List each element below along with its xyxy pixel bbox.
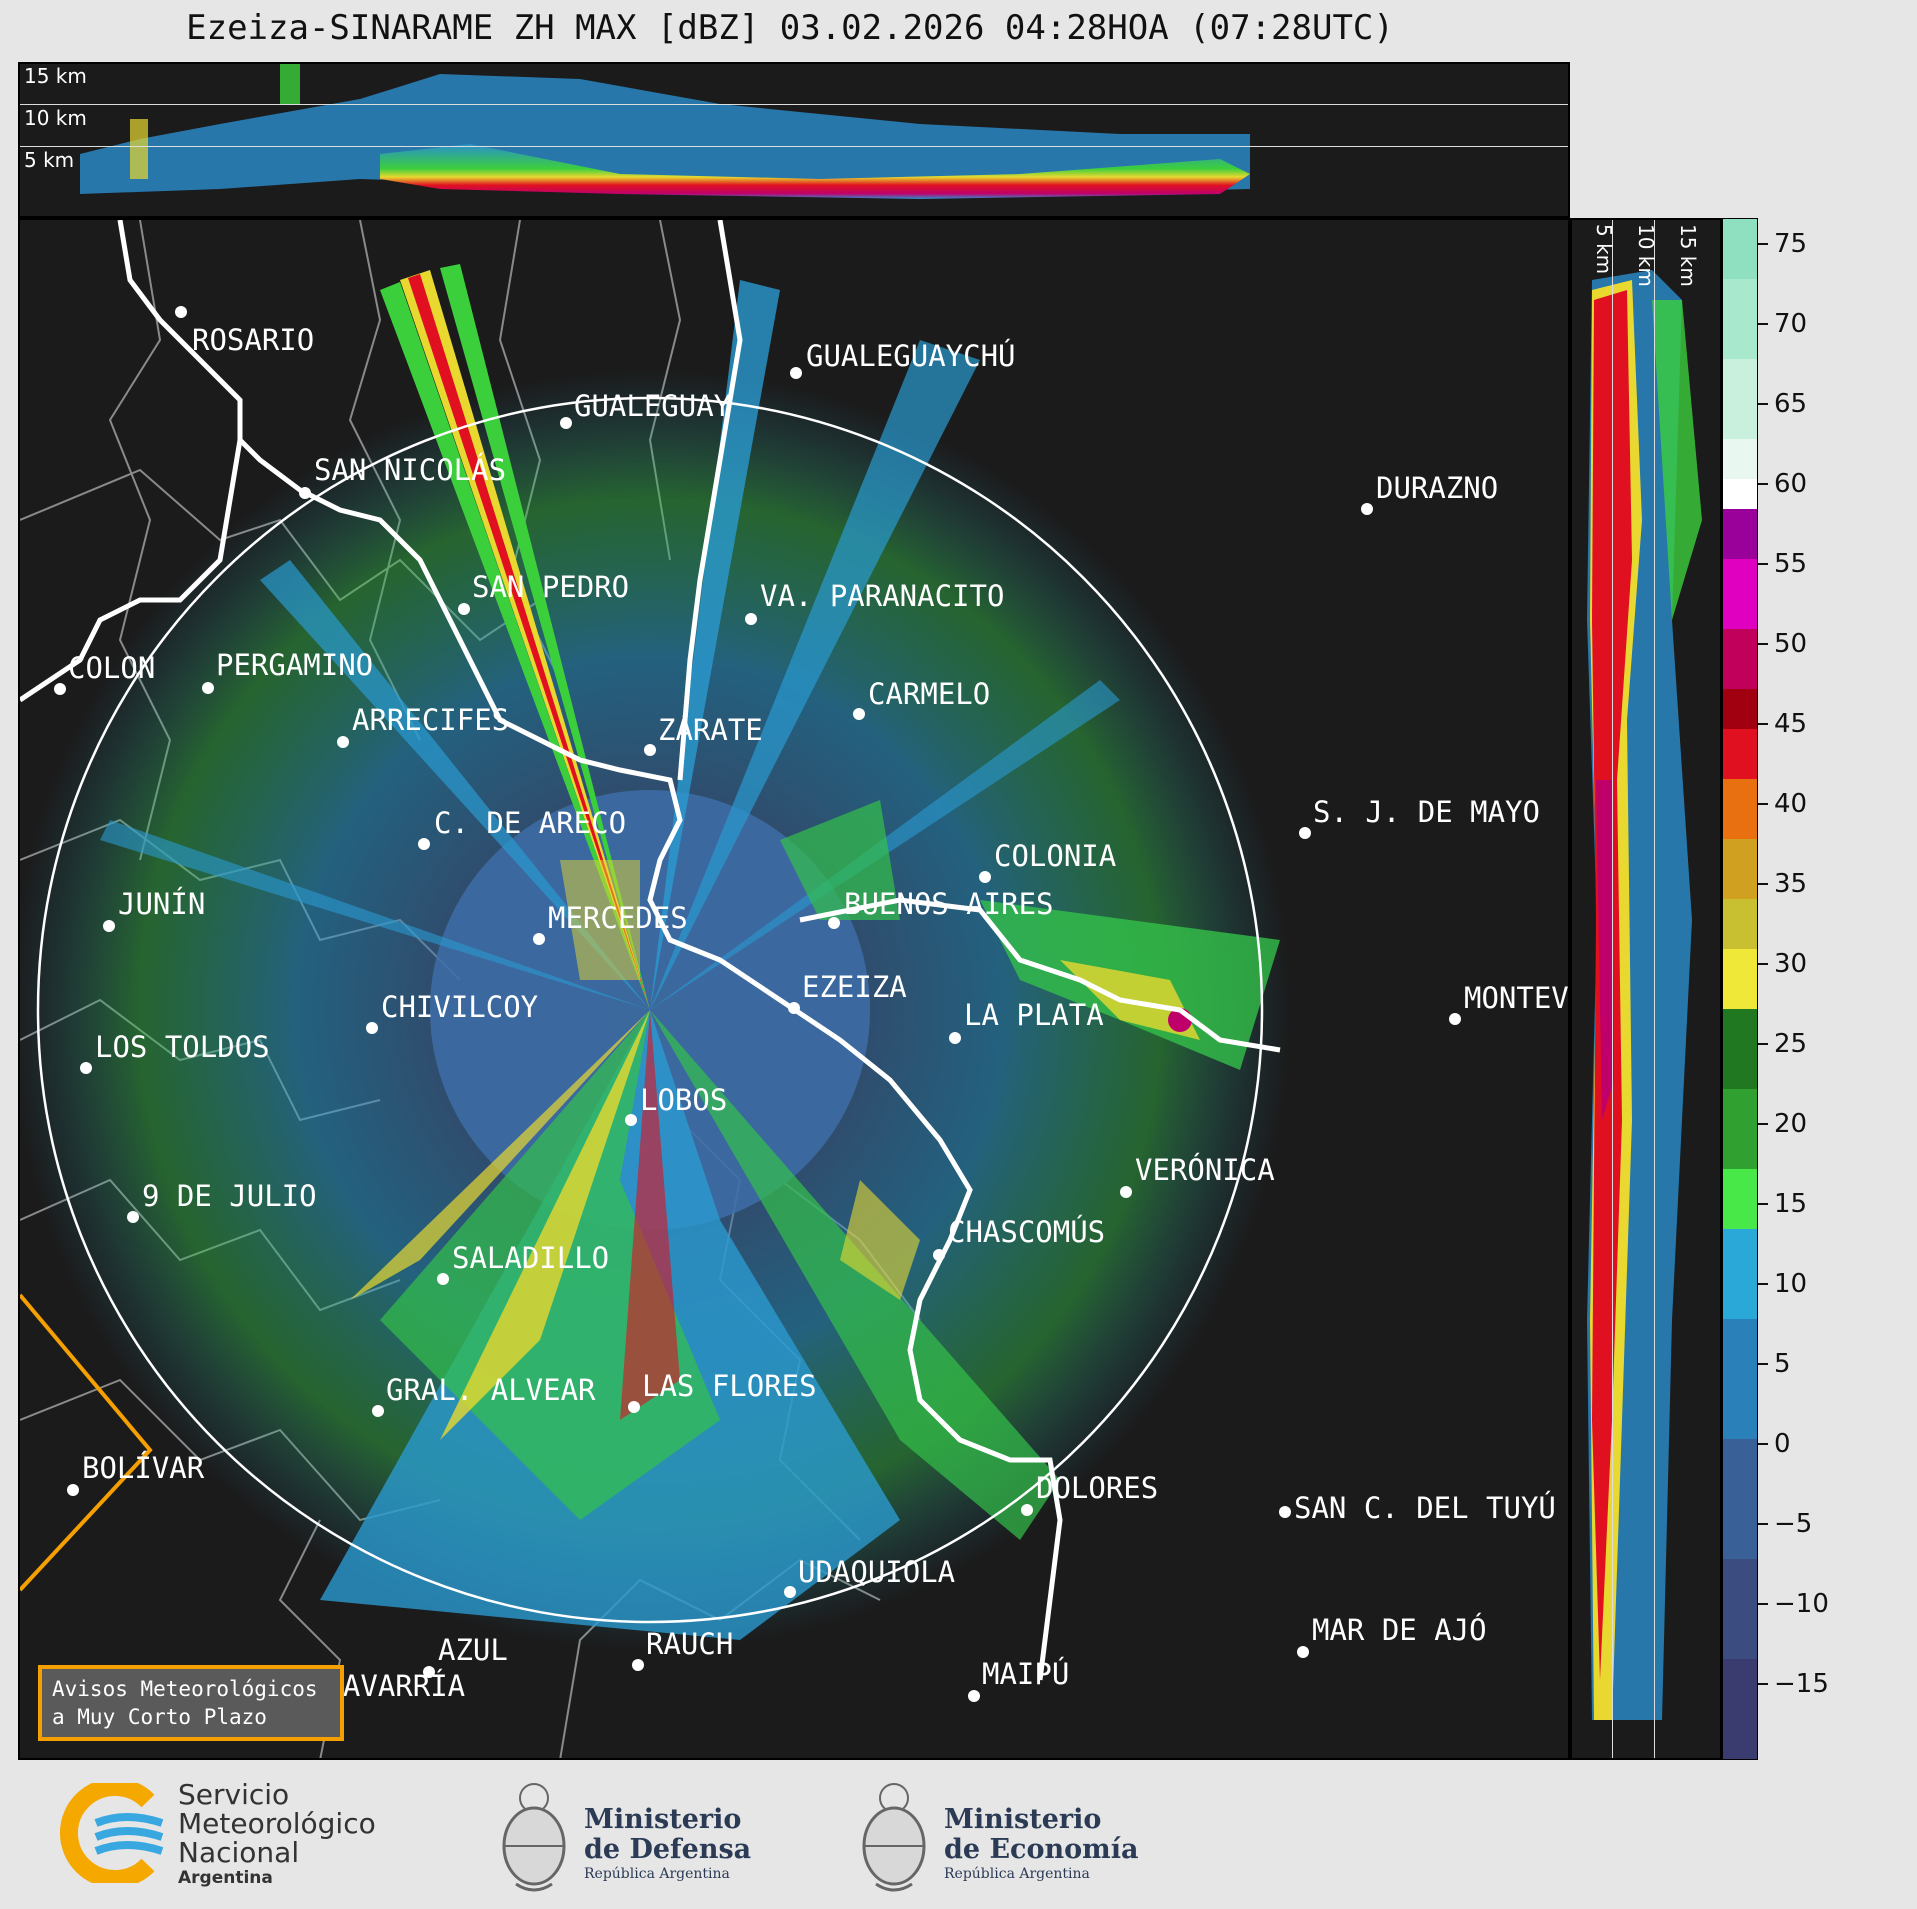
svg-text:GUALEGUAY: GUALEGUAY	[574, 389, 731, 423]
defensa-line-3: República Argentina	[584, 1866, 730, 1882]
svg-text:LOBOS: LOBOS	[640, 1083, 727, 1117]
svg-text:SAN NICOLÁS: SAN NICOLÁS	[314, 453, 506, 487]
svg-text:VA. PARANACITO: VA. PARANACITO	[760, 579, 1004, 613]
colorbar-tick-35: 35	[1774, 869, 1808, 899]
colorbar-tick-50: 50	[1774, 629, 1808, 659]
svg-text:JUNÍN: JUNÍN	[118, 887, 205, 921]
radar-echoes	[20, 264, 1290, 1650]
svg-text:ARRECIFES: ARRECIFES	[352, 703, 509, 737]
svg-text:GRAL. ALVEAR: GRAL. ALVEAR	[386, 1373, 596, 1407]
top-profile-echoes	[80, 64, 1250, 199]
economia-line-2: de Economía	[944, 1834, 1139, 1865]
svg-text:LOS TOLDOS: LOS TOLDOS	[95, 1030, 270, 1064]
svg-text:COLONIA: COLONIA	[994, 839, 1116, 873]
colorbar-tick-75: 75	[1774, 229, 1808, 259]
svg-text:BUENOS AIRES: BUENOS AIRES	[844, 887, 1054, 921]
svg-text:MERCEDES: MERCEDES	[548, 901, 688, 935]
svg-text:VERÓNICA: VERÓNICA	[1135, 1153, 1275, 1187]
svg-text:CARMELO: CARMELO	[868, 677, 990, 711]
smn-line-3: Nacional	[178, 1836, 300, 1869]
range-ring	[36, 396, 1264, 1624]
side-alt-label-15: 15 km	[1676, 224, 1700, 287]
colorbar-tick-minus10: −10	[1774, 1589, 1829, 1619]
defensa-line-2: de Defensa	[584, 1834, 752, 1865]
side-alt-label-5: 5 km	[1592, 224, 1616, 275]
svg-text:DURAZNO: DURAZNO	[1376, 471, 1498, 505]
colorbar-tick-10: 10	[1774, 1269, 1808, 1299]
coat-of-arms-icon	[502, 1783, 566, 1892]
radar-map-svg: ROSARIO GUALEGUAYCHÚ GUALEGUAY SAN NICOL…	[20, 220, 1568, 1758]
svg-text:COLON: COLON	[68, 651, 155, 685]
colorbar-tick-0: 0	[1774, 1429, 1791, 1459]
svg-text:SAN PEDRO: SAN PEDRO	[472, 570, 629, 604]
rivers-coastline	[20, 220, 1281, 1681]
svg-text:GUALEGUAYCHÚ: GUALEGUAYCHÚ	[806, 339, 1016, 373]
svg-text:ROSARIO: ROSARIO	[192, 323, 314, 357]
svg-text:EZEIZA: EZEIZA	[802, 970, 907, 1004]
svg-text:MAIPÚ: MAIPÚ	[982, 1657, 1069, 1691]
svg-text:S. J. DE MAYO: S. J. DE MAYO	[1313, 795, 1540, 829]
top-alt-label-10: 10 km	[24, 106, 87, 130]
radar-map[interactable]: ROSARIO GUALEGUAYCHÚ GUALEGUAY SAN NICOL…	[18, 218, 1570, 1760]
colorbar-tick-minus5: −5	[1774, 1509, 1813, 1539]
side-alt-label-10: 10 km	[1634, 224, 1658, 287]
svg-text:SALADILLO: SALADILLO	[452, 1241, 609, 1275]
dbz-colorbar	[1722, 218, 1758, 1760]
colorbar-tick-20: 20	[1774, 1109, 1808, 1139]
colorbar-tick-70: 70	[1774, 309, 1808, 339]
colorbar-tick-15: 15	[1774, 1189, 1808, 1219]
svg-text:ZÁRATE: ZÁRATE	[658, 713, 763, 747]
defensa-line-1: Ministerio	[584, 1804, 742, 1835]
colorbar-tick-60: 60	[1774, 469, 1808, 499]
svg-text:MONTEVIDEO: MONTEVIDEO	[1464, 981, 1568, 1015]
side-profile-echoes	[1587, 270, 1702, 1720]
colorbar-tick-25: 25	[1774, 1029, 1808, 1059]
colorbar-tick-45: 45	[1774, 709, 1808, 739]
svg-text:PERGAMINO: PERGAMINO	[216, 648, 373, 682]
colorbar-tick-55: 55	[1774, 549, 1808, 579]
svg-text:SAN C. DEL TUYÚ: SAN C. DEL TUYÚ	[1294, 1491, 1556, 1525]
svg-text:C. DE ARECO: C. DE ARECO	[434, 806, 626, 840]
warning-area-outline[interactable]	[20, 1293, 153, 1592]
svg-text:RAUCH: RAUCH	[646, 1627, 733, 1661]
svg-text:9 DE JULIO: 9 DE JULIO	[142, 1179, 317, 1213]
svg-text:CHASCOMÚS: CHASCOMÚS	[948, 1215, 1105, 1249]
warning-line-1: Avisos Meteorológicos	[52, 1677, 318, 1701]
colorbar-tick-30: 30	[1774, 949, 1808, 979]
smn-line-4: Argentina	[178, 1868, 273, 1888]
top-alt-label-5: 5 km	[24, 148, 75, 172]
top-profile-panel: 15 km 10 km 5 km	[18, 62, 1570, 218]
svg-text:BOLÍVAR: BOLÍVAR	[82, 1451, 205, 1485]
economia-line-3: República Argentina	[944, 1866, 1090, 1882]
colorbar-tick-65: 65	[1774, 389, 1808, 419]
svg-text:LA PLATA: LA PLATA	[964, 998, 1104, 1032]
colorbar-tick-40: 40	[1774, 789, 1808, 819]
smn-line-1: Servicio	[178, 1778, 290, 1811]
top-alt-label-15: 15 km	[24, 64, 87, 88]
svg-text:DOLORES: DOLORES	[1036, 1471, 1158, 1505]
warning-legend-box[interactable]: Avisos Meteorológicos a Muy Corto Plazo	[38, 1665, 344, 1741]
smn-emblem-icon	[60, 1783, 164, 1883]
colorbar-tick-minus15: −15	[1774, 1669, 1829, 1699]
city-labels: ROSARIO GUALEGUAYCHÚ GUALEGUAY SAN NICOL…	[68, 323, 1568, 1703]
city-markers	[54, 306, 1461, 1714]
economia-line-1: Ministerio	[944, 1804, 1102, 1835]
coat-of-arms-icon	[862, 1783, 926, 1892]
map-title: Ezeiza-SINARAME ZH MAX [dBZ] 03.02.2026 …	[186, 8, 1394, 48]
colorbar-tick-5: 5	[1774, 1349, 1791, 1379]
svg-text:AZUL: AZUL	[438, 1633, 508, 1667]
warning-line-2: a Muy Corto Plazo	[52, 1705, 267, 1729]
svg-text:CHIVILCOY: CHIVILCOY	[381, 990, 538, 1024]
smn-line-2: Meteorológico	[178, 1807, 376, 1840]
svg-text:UDAQUIOLA: UDAQUIOLA	[798, 1555, 955, 1589]
side-profile-panel: 5 km 10 km 15 km	[1570, 218, 1722, 1760]
svg-text:MAR DE AJÓ: MAR DE AJÓ	[1312, 1613, 1487, 1647]
svg-text:LAS FLORES: LAS FLORES	[642, 1369, 817, 1403]
